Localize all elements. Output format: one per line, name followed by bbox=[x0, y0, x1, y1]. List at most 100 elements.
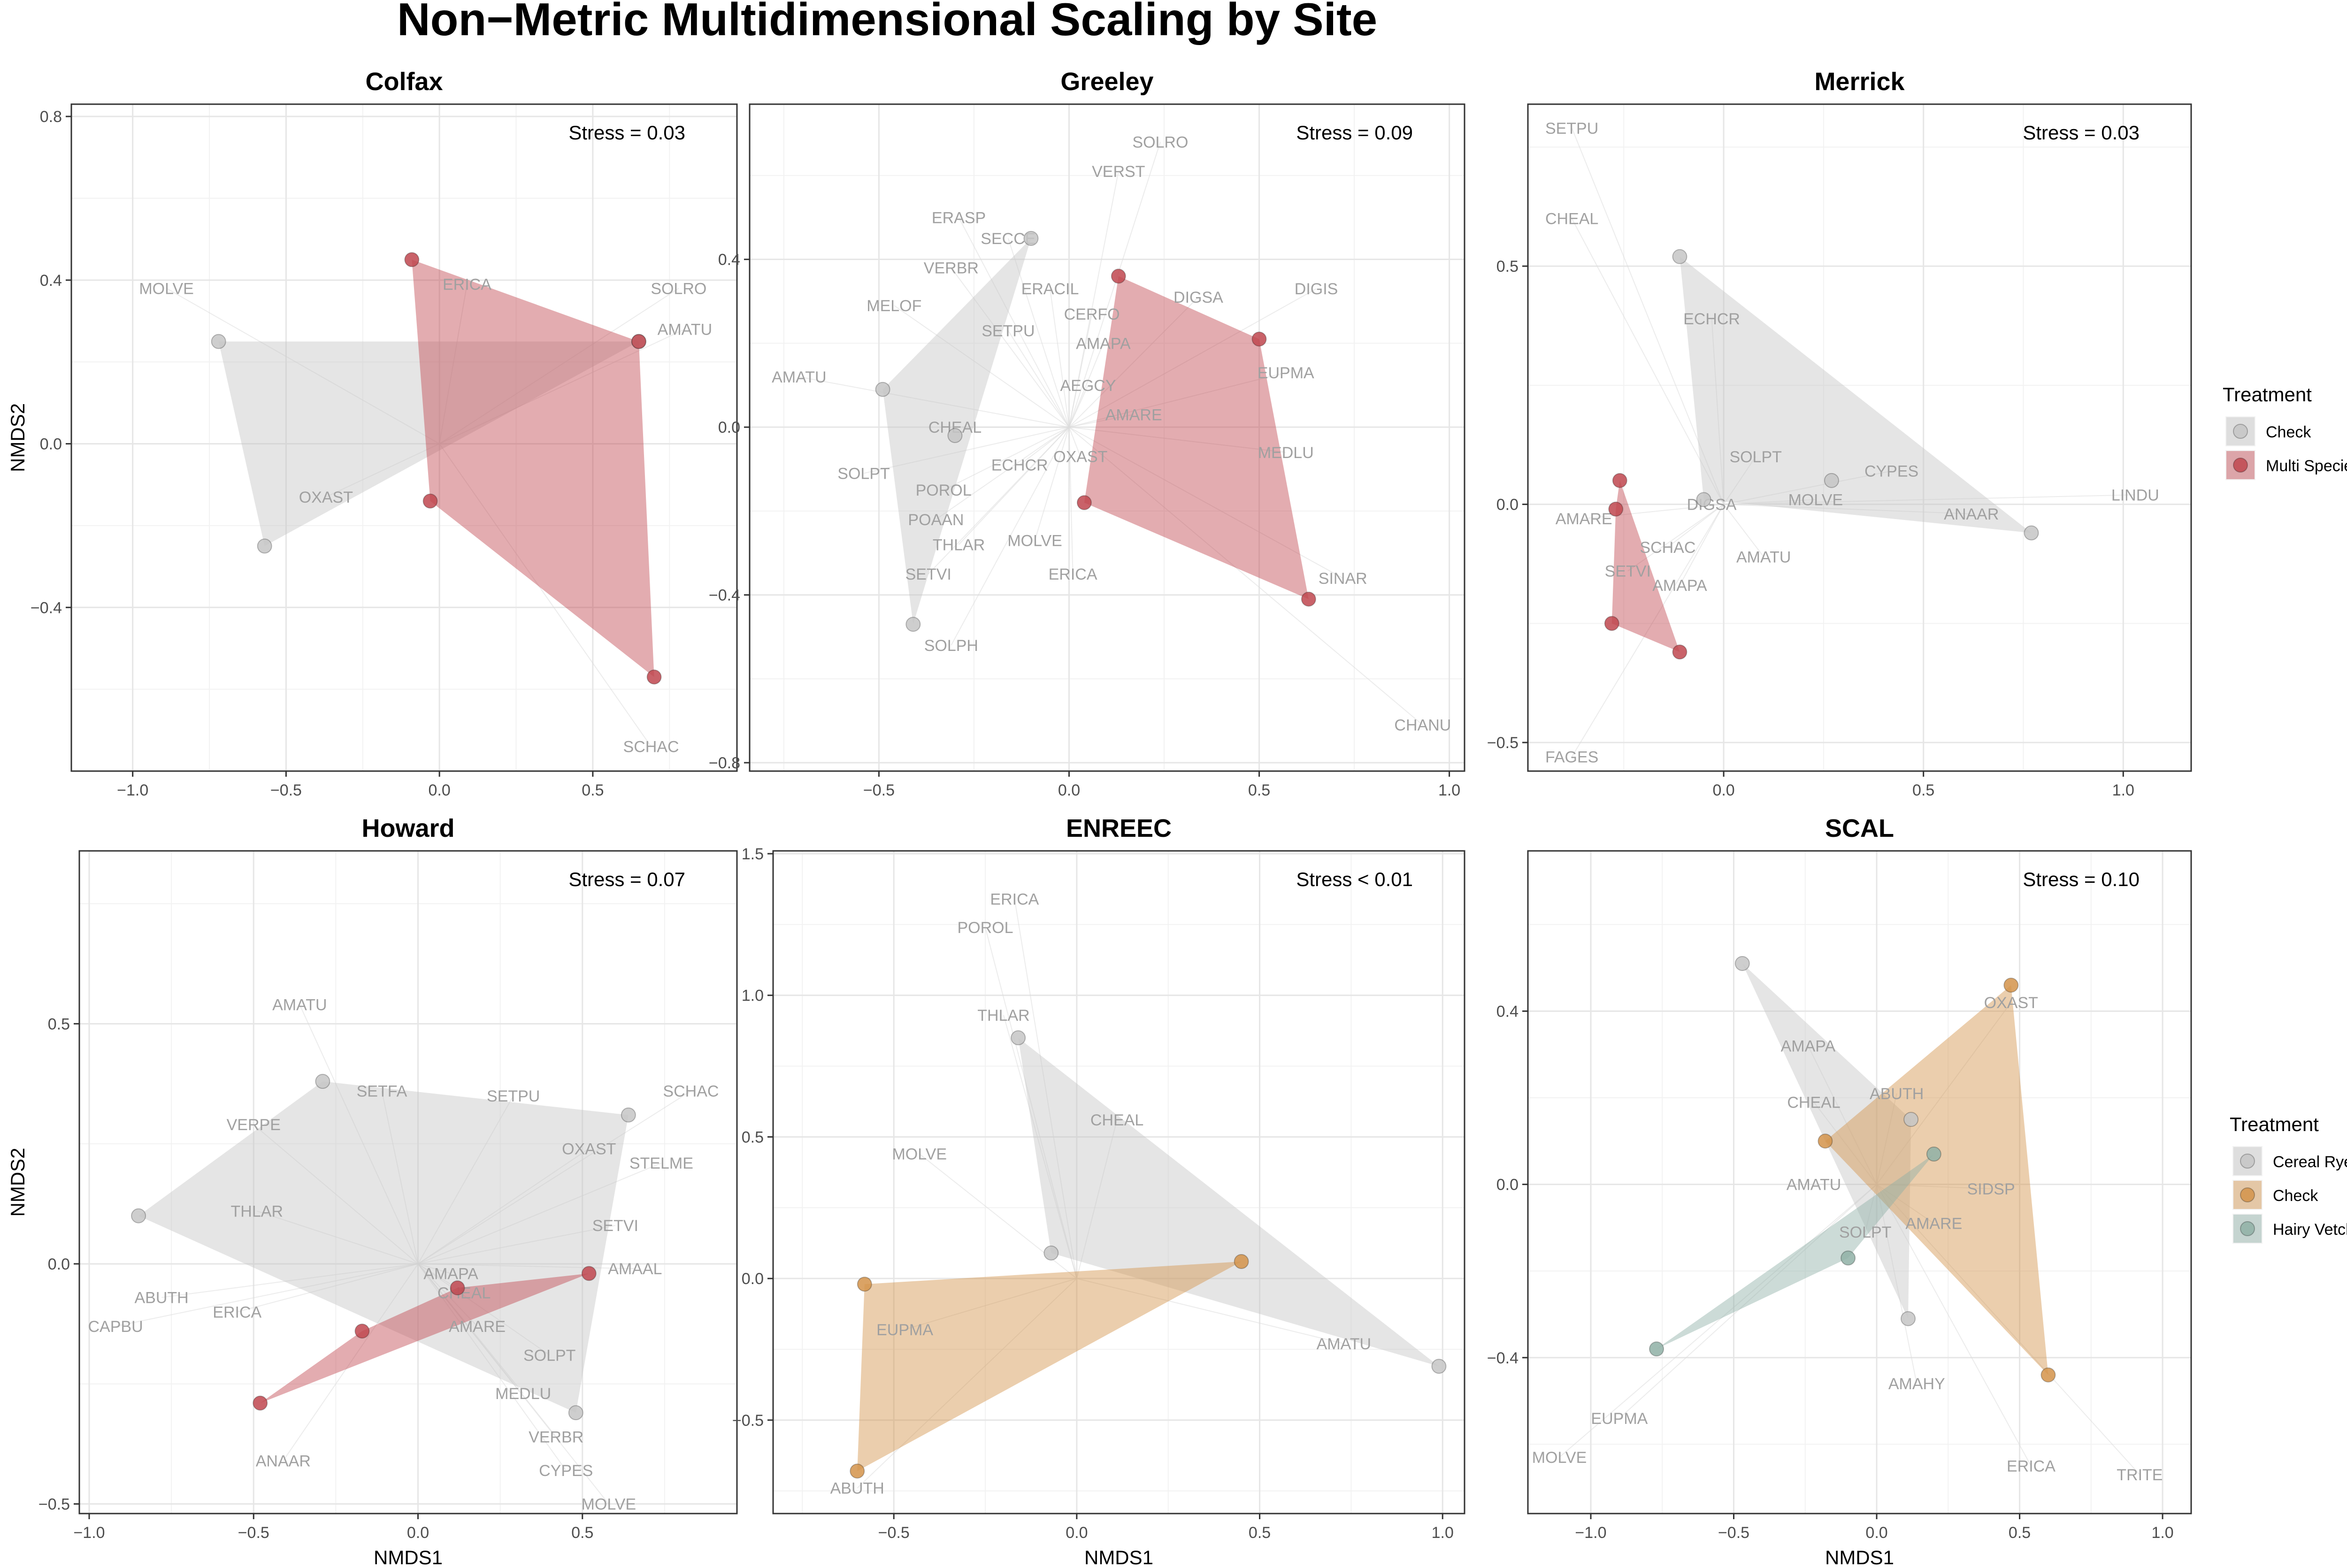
species-label-setvi: SETVI bbox=[905, 566, 951, 583]
species-vector bbox=[857, 1278, 1077, 1489]
species-label-porol: POROL bbox=[958, 919, 1013, 937]
species-labels: AMATU SETFA SETPU SCHAC VERPE OXAST STELME THLA… bbox=[88, 996, 719, 1513]
panel-border bbox=[78, 850, 738, 1514]
point-check bbox=[2024, 525, 2039, 541]
species-vector bbox=[417, 1095, 514, 1264]
x-tick-label: −0.5 bbox=[238, 1524, 269, 1542]
point-check bbox=[257, 538, 272, 554]
treatment-hulls bbox=[1611, 256, 2032, 652]
species-vector bbox=[1076, 1120, 1118, 1279]
species-label-cheal: CHEAL bbox=[1545, 210, 1598, 228]
species-vector bbox=[439, 284, 468, 444]
point-hairy-vetch bbox=[1926, 1147, 1941, 1162]
y-tick-label: −0.4 bbox=[709, 587, 740, 604]
species-vector bbox=[1571, 504, 1724, 757]
species-vector bbox=[1068, 142, 1161, 428]
hull-check bbox=[138, 1081, 629, 1413]
species-vector bbox=[299, 1004, 419, 1264]
axes: −1.0 −0.5 0.0 0.5−0.50.00.5 bbox=[38, 1015, 594, 1542]
hull-multi-species bbox=[1084, 276, 1309, 599]
species-labels: MOLVE ERICA SOLRO AMATU OXAST SCHAC bbox=[139, 276, 712, 756]
species-vector bbox=[1876, 1184, 2032, 1466]
x-tick-label: 0.0 bbox=[1066, 1524, 1088, 1542]
species-vector bbox=[1008, 330, 1070, 428]
species-vectors bbox=[857, 899, 1344, 1489]
x-axis-title: NMDS1 bbox=[374, 1546, 443, 1568]
site-points bbox=[1604, 249, 2039, 660]
point-check bbox=[211, 334, 226, 349]
species-vector bbox=[1069, 427, 1286, 453]
species-vector bbox=[1584, 504, 1724, 520]
species-label-amapa: AMAPA bbox=[1781, 1037, 1836, 1055]
species-label-setpu: SETPU bbox=[982, 322, 1035, 340]
species-vector bbox=[418, 1263, 635, 1270]
x-tick-label: 1.0 bbox=[2151, 1524, 2173, 1542]
species-label-setvi: SETVI bbox=[592, 1217, 638, 1235]
species-vector bbox=[1724, 494, 2135, 505]
grid bbox=[1528, 104, 2191, 771]
panel-title: Colfax bbox=[365, 68, 443, 96]
legends: Treatment Check Multi Species Treatment Cere… bbox=[2223, 383, 2347, 1244]
species-vector bbox=[1076, 1278, 1344, 1344]
species-label-eupma: EUPMA bbox=[1258, 364, 1314, 382]
point-multi-species bbox=[1301, 591, 1316, 607]
legend-label-cereal-rye: Cereal Rye bbox=[2273, 1153, 2347, 1171]
grid bbox=[750, 104, 1465, 771]
species-label-solro: SOLRO bbox=[1132, 133, 1188, 151]
species-label-molve: MOLVE bbox=[1788, 491, 1843, 509]
panel-border bbox=[1527, 103, 2192, 772]
species-vector bbox=[417, 1263, 550, 1356]
y-tick-label: 1.5 bbox=[742, 845, 764, 863]
species-vector bbox=[417, 1263, 609, 1505]
species-label-oxast: OXAST bbox=[1984, 994, 2038, 1012]
grid bbox=[773, 851, 1465, 1514]
species-label-anaar: ANAAR bbox=[1944, 505, 1999, 523]
panel-colfax: MOLVE ERICA SOLRO AMATU OXAST SCHAC −1.0 −0.5 0.… bbox=[7, 68, 738, 799]
axes: −1.0 −0.5 0.0 0.5 −0.4 0.0 0.4 0.8 bbox=[31, 108, 604, 799]
point-check bbox=[568, 1405, 583, 1421]
species-label-solph: SOLPH bbox=[924, 637, 978, 655]
species-label-medlu: MEDLU bbox=[495, 1385, 551, 1403]
species-vector bbox=[1007, 238, 1070, 428]
species-label-solpt: SOLPT bbox=[1839, 1224, 1891, 1241]
y-tick-label: 0.0 bbox=[40, 436, 62, 453]
species-label-molve: MOLVE bbox=[1532, 1449, 1587, 1467]
x-tick-label: 0.5 bbox=[1912, 781, 1934, 799]
species-label-oxast: OXAST bbox=[562, 1140, 616, 1158]
site-points bbox=[875, 230, 1316, 632]
x-tick-label: −1.0 bbox=[73, 1524, 105, 1542]
axes: −0.5 0.0 0.5 1.0 −0.5 0.0 0.5 1.0 1.5 bbox=[732, 845, 1454, 1542]
y-tick-label: 1.0 bbox=[742, 987, 764, 1005]
species-vector bbox=[928, 427, 1070, 574]
species-vector bbox=[237, 1263, 418, 1313]
panel-title: Greeley bbox=[1060, 68, 1153, 96]
y-tick-label: 0.8 bbox=[40, 108, 62, 126]
hull-cereal-rye bbox=[1018, 1038, 1439, 1367]
species-label-amaal: AMAAL bbox=[608, 1260, 662, 1278]
legend-1: Treatment Check Multi Species bbox=[2223, 383, 2347, 480]
species-label-molve: MOLVE bbox=[582, 1496, 637, 1514]
point-check bbox=[2040, 1367, 2056, 1383]
species-label-echcr: ECHCR bbox=[991, 457, 1048, 474]
species-label-digsa: DIGSA bbox=[1687, 496, 1737, 514]
stress-annotation: Stress = 0.10 bbox=[2023, 868, 2140, 890]
y-axis-title: NMDS2 bbox=[7, 403, 29, 472]
species-vector bbox=[381, 1091, 419, 1264]
species-label-cheal: CHEAL bbox=[1787, 1094, 1840, 1111]
y-tick-label: 0.5 bbox=[1496, 258, 1519, 275]
species-label-chanu: CHANU bbox=[1394, 717, 1451, 734]
species-vectors bbox=[799, 142, 1423, 726]
species-vector bbox=[1876, 1184, 1934, 1224]
point-check bbox=[947, 428, 963, 444]
x-tick-label: 0.5 bbox=[582, 781, 604, 799]
species-label-setpu: SETPU bbox=[487, 1087, 540, 1105]
point-check bbox=[850, 1463, 865, 1479]
panel-title: Howard bbox=[361, 814, 454, 842]
species-vector bbox=[1723, 456, 1756, 505]
x-axis-title: NMDS1 bbox=[1825, 1546, 1894, 1568]
point-cereal-rye bbox=[1011, 1030, 1026, 1046]
species-vector bbox=[1723, 470, 1892, 505]
point-cereal-rye bbox=[1431, 1359, 1447, 1374]
species-vector bbox=[417, 1263, 478, 1327]
species-label-verst: VERST bbox=[1092, 163, 1145, 181]
